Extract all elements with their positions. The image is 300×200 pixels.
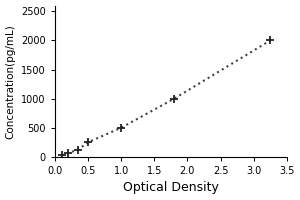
Y-axis label: Concentration(pg/mL): Concentration(pg/mL): [6, 24, 16, 139]
X-axis label: Optical Density: Optical Density: [123, 181, 219, 194]
